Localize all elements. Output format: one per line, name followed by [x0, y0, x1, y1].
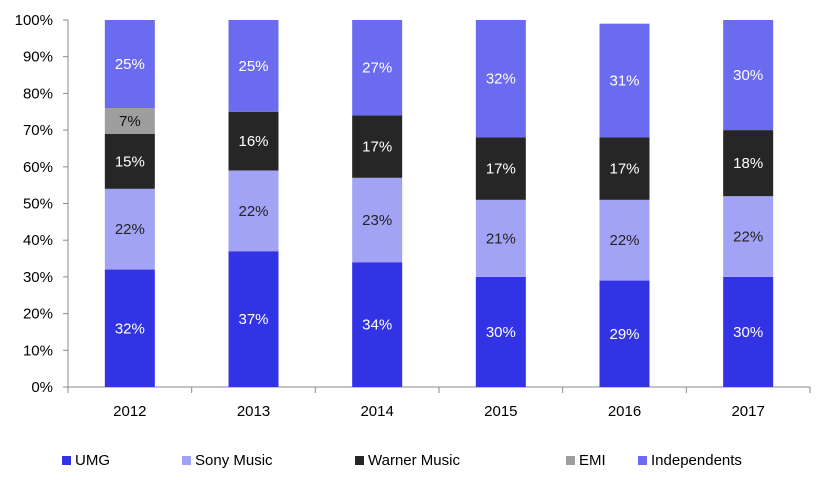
data-label: 29% [609, 326, 639, 343]
legend-swatch [355, 456, 364, 465]
legend-item-independents: Independents [638, 450, 742, 470]
legend-label: Independents [651, 452, 742, 469]
legend: UMG Sony Music Warner Music EMI Independents [0, 444, 817, 474]
data-label: 22% [733, 229, 763, 246]
data-label: 17% [486, 161, 516, 178]
data-label: 32% [115, 320, 145, 337]
data-label: 34% [362, 317, 392, 334]
x-tick-label: 2013 [237, 403, 270, 420]
data-label: 16% [238, 133, 268, 150]
data-label: 15% [115, 153, 145, 170]
legend-item-sony-music: Sony Music [182, 450, 273, 470]
data-label: 30% [733, 324, 763, 341]
data-label: 30% [486, 324, 516, 341]
y-tick-label: 70% [23, 122, 53, 139]
bars: 32% 22% 15% 7% 25% 37% 22% 16% 25% 34% 23% 17% 27% 30… [105, 20, 773, 387]
legend-swatch [182, 456, 191, 465]
legend-label: EMI [579, 452, 606, 469]
legend-label: Sony Music [195, 452, 273, 469]
legend-item-warner-music: Warner Music [355, 450, 460, 470]
legend-swatch [62, 456, 71, 465]
y-tick-label: 90% [23, 49, 53, 66]
data-label: 7% [119, 113, 141, 130]
y-tick-label: 50% [23, 196, 53, 213]
x-tick-label: 2015 [484, 403, 517, 420]
data-label: 30% [733, 67, 763, 84]
data-label: 17% [362, 139, 392, 156]
data-label: 17% [609, 161, 639, 178]
x-tick-label: 2017 [731, 403, 764, 420]
data-label: 22% [238, 203, 268, 220]
y-tick-label: 100% [15, 12, 53, 29]
x-axis: 2012 2013 2014 2015 2016 2017 [68, 387, 810, 420]
x-tick-label: 2012 [113, 403, 146, 420]
data-label: 22% [115, 221, 145, 238]
legend-swatch [566, 456, 575, 465]
y-tick-label: 0% [31, 379, 53, 396]
data-label: 31% [609, 73, 639, 90]
data-label: 25% [238, 58, 268, 75]
legend-label: UMG [75, 452, 110, 469]
x-tick-label: 2014 [360, 403, 393, 420]
data-label: 18% [733, 155, 763, 172]
legend-item-emi: EMI [566, 450, 606, 470]
y-tick-label: 10% [23, 342, 53, 359]
legend-label: Warner Music [368, 452, 460, 469]
data-label: 22% [609, 232, 639, 249]
data-label: 23% [362, 212, 392, 229]
data-label: 21% [486, 230, 516, 247]
legend-swatch [638, 456, 647, 465]
y-tick-label: 40% [23, 232, 53, 249]
stacked-bar-chart: 0%10%20%30%40%50%60%70%80%90%100% 2012 20… [0, 0, 817, 444]
y-tick-label: 80% [23, 85, 53, 102]
y-axis: 0% 10% 20% 30% 40% 50% 60% 70% 80% 90% 100% [15, 12, 68, 396]
y-tick-label: 20% [23, 306, 53, 323]
data-label: 32% [486, 71, 516, 88]
legend-item-umg: UMG [62, 450, 110, 470]
data-label: 25% [115, 56, 145, 73]
y-tick-label: 60% [23, 159, 53, 176]
data-label: 37% [238, 311, 268, 328]
x-tick-label: 2016 [608, 403, 641, 420]
y-tick-label: 30% [23, 269, 53, 286]
data-label: 27% [362, 60, 392, 77]
